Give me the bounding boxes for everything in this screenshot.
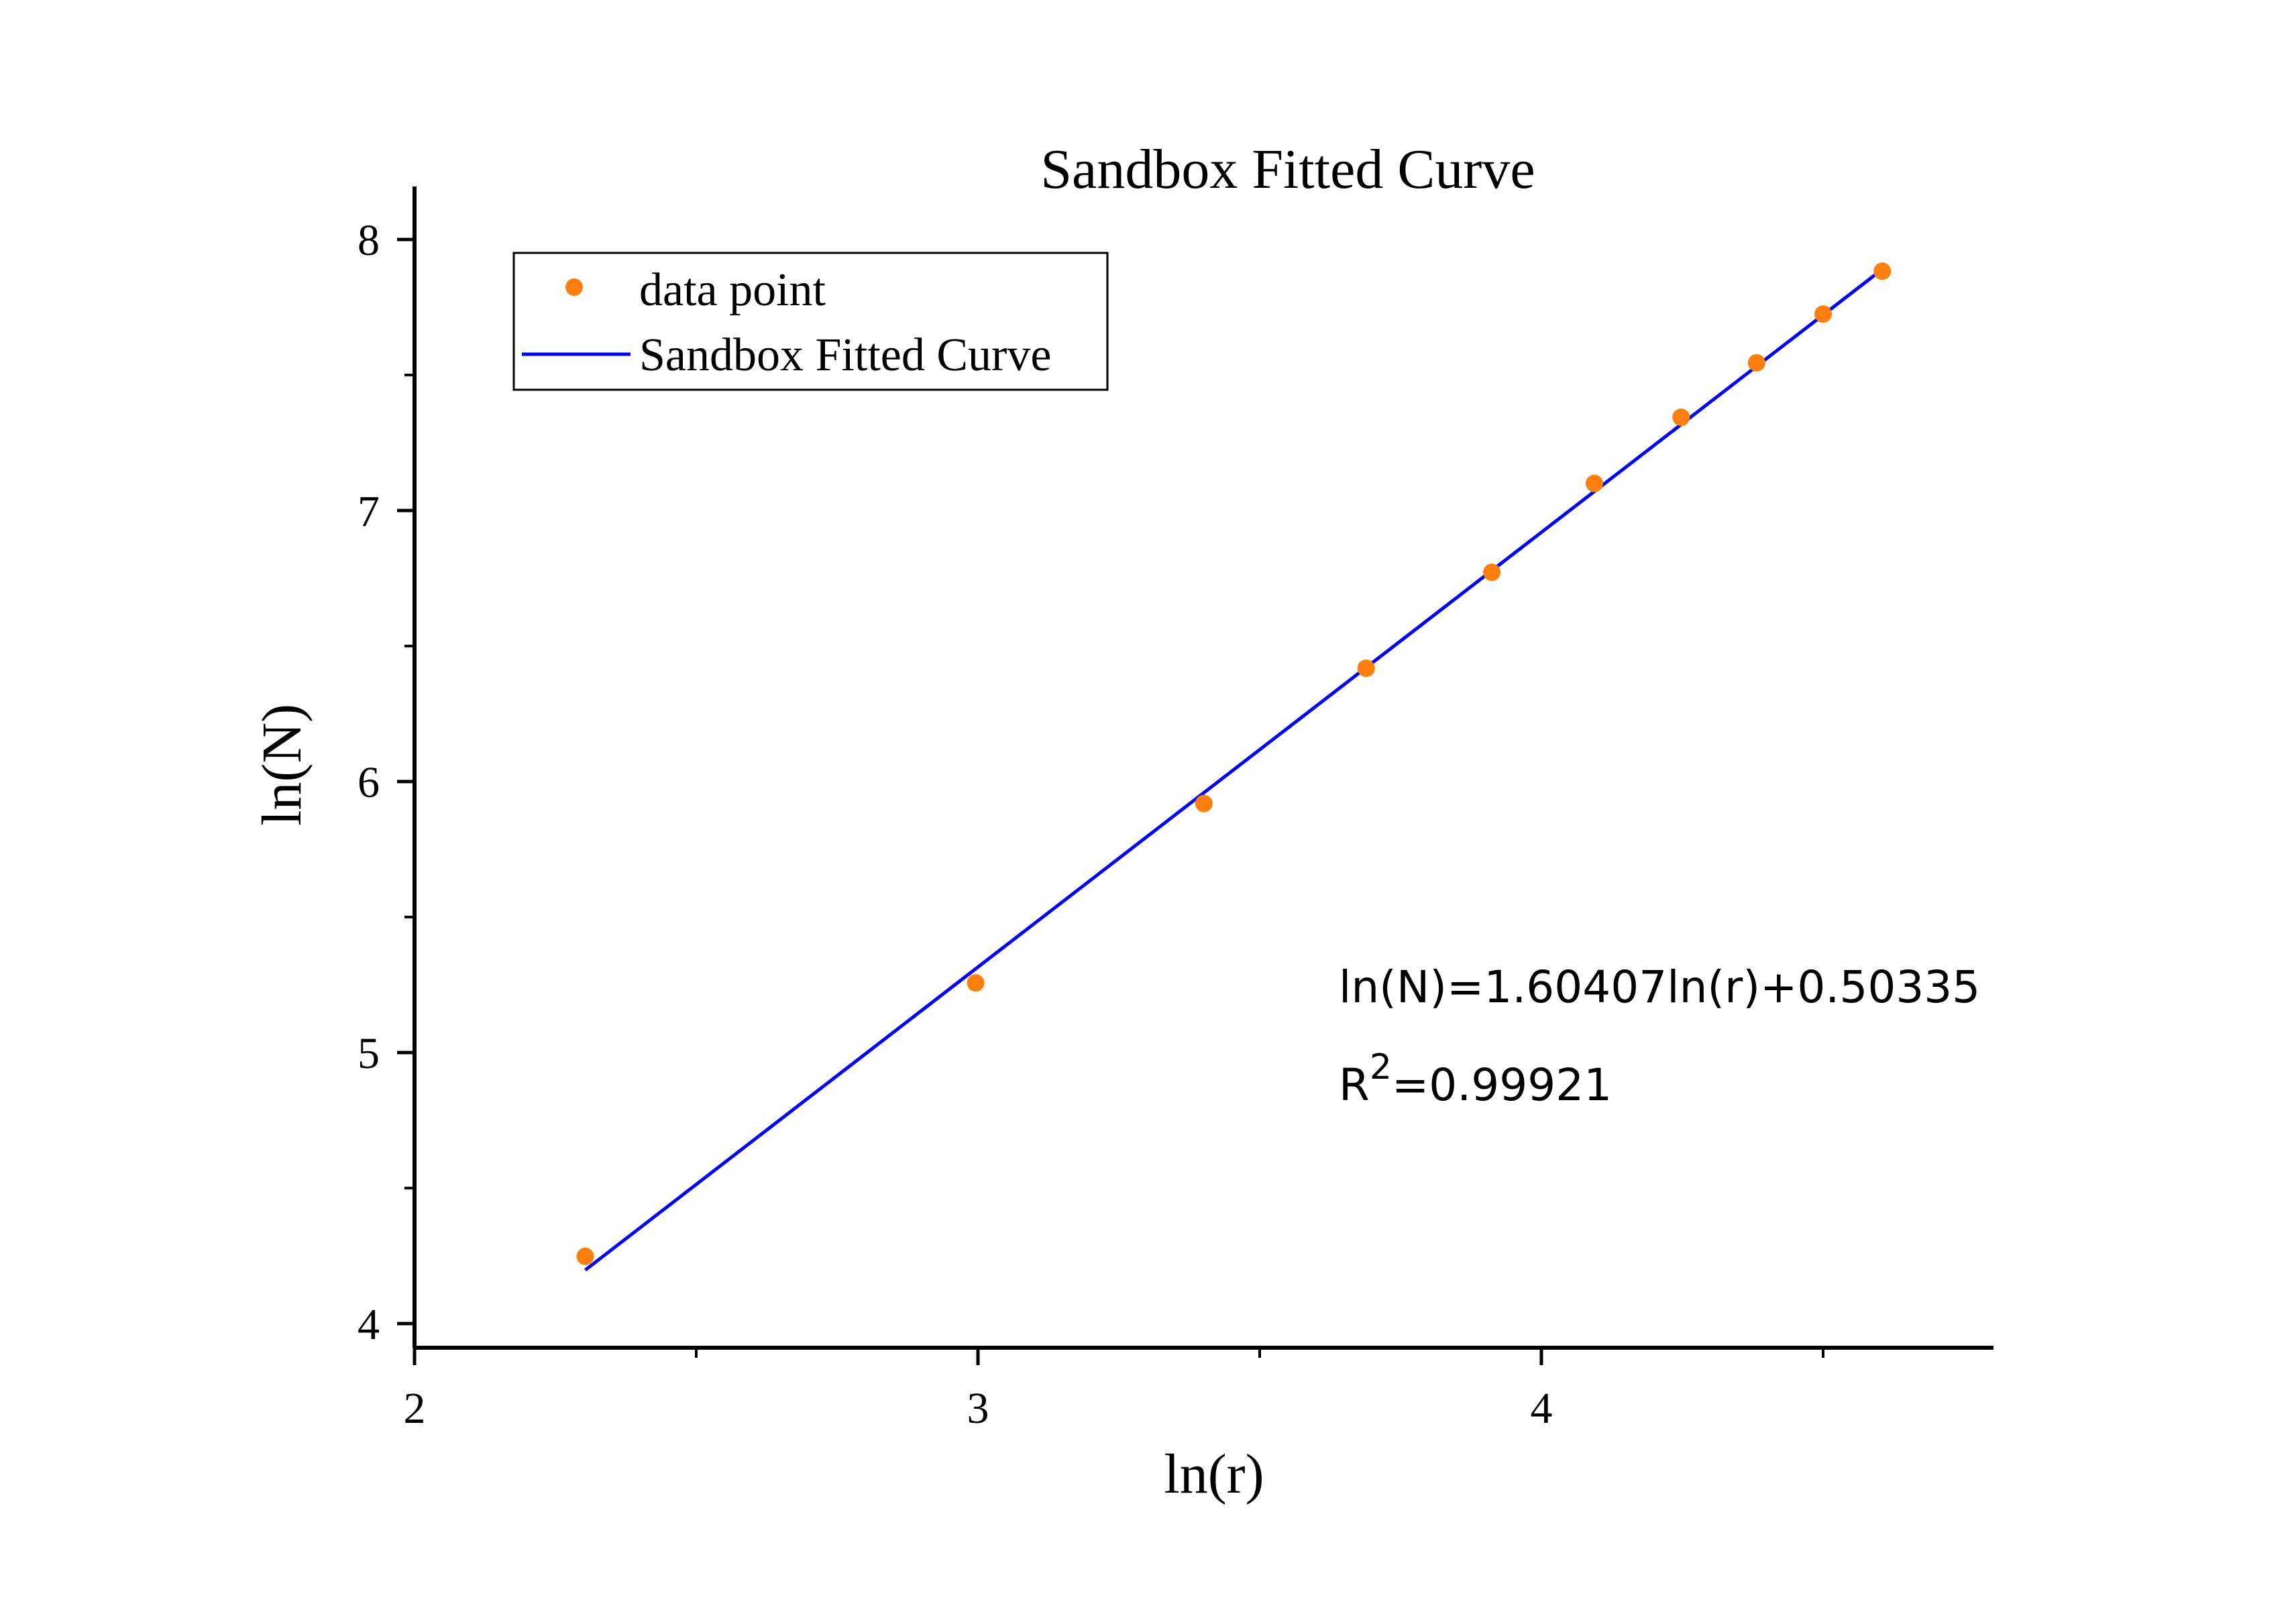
legend-marker-data-point: [565, 278, 583, 296]
data-point: [1585, 474, 1603, 492]
legend: data point Sandbox Fitted Curve: [512, 252, 1109, 391]
data-point: [576, 1247, 594, 1265]
data-point: [1814, 305, 1832, 323]
y-tick-label: 8: [358, 216, 380, 265]
y-tick-label: 5: [358, 1029, 380, 1078]
data-point: [1747, 354, 1765, 372]
axes: [413, 186, 1993, 1350]
chart-title: Sandbox Fitted Curve: [1040, 138, 1535, 201]
fitted-curve-line: [584, 268, 1883, 1272]
y-axis-label: ln(N): [251, 704, 313, 826]
data-point: [1195, 794, 1213, 812]
y-tick-label: 7: [358, 487, 380, 536]
y-tick-label: 6: [358, 758, 380, 807]
fit-line-layer: [584, 268, 1883, 1272]
x-tick-label: 2: [404, 1384, 426, 1433]
data-points-layer: [576, 262, 1892, 1265]
legend-label-data-point: data point: [639, 264, 826, 316]
r-squared-annotation: R2=0.99921: [1339, 1047, 1612, 1111]
data-point: [1483, 564, 1501, 582]
data-point: [1357, 659, 1375, 678]
data-point: [1672, 409, 1690, 427]
legend-label-fitted-curve: Sandbox Fitted Curve: [639, 329, 1051, 381]
r-squared-exponent: 2: [1370, 1047, 1392, 1087]
x-tick-label: 3: [967, 1384, 989, 1433]
ticks: 2 3 4 4 5 6 7 8: [358, 216, 1824, 1433]
legend-box: [512, 252, 1109, 391]
r-squared-prefix: R: [1339, 1059, 1370, 1111]
data-point: [1873, 262, 1892, 280]
equation-annotation: ln(N)=1.60407ln(r)+0.50335: [1339, 961, 1980, 1013]
x-tick-label: 4: [1531, 1384, 1553, 1433]
x-axis-label: ln(r): [1164, 1443, 1264, 1505]
y-tick-label: 4: [358, 1300, 380, 1349]
data-point: [967, 974, 985, 992]
r-squared-value: =0.99921: [1392, 1059, 1612, 1111]
